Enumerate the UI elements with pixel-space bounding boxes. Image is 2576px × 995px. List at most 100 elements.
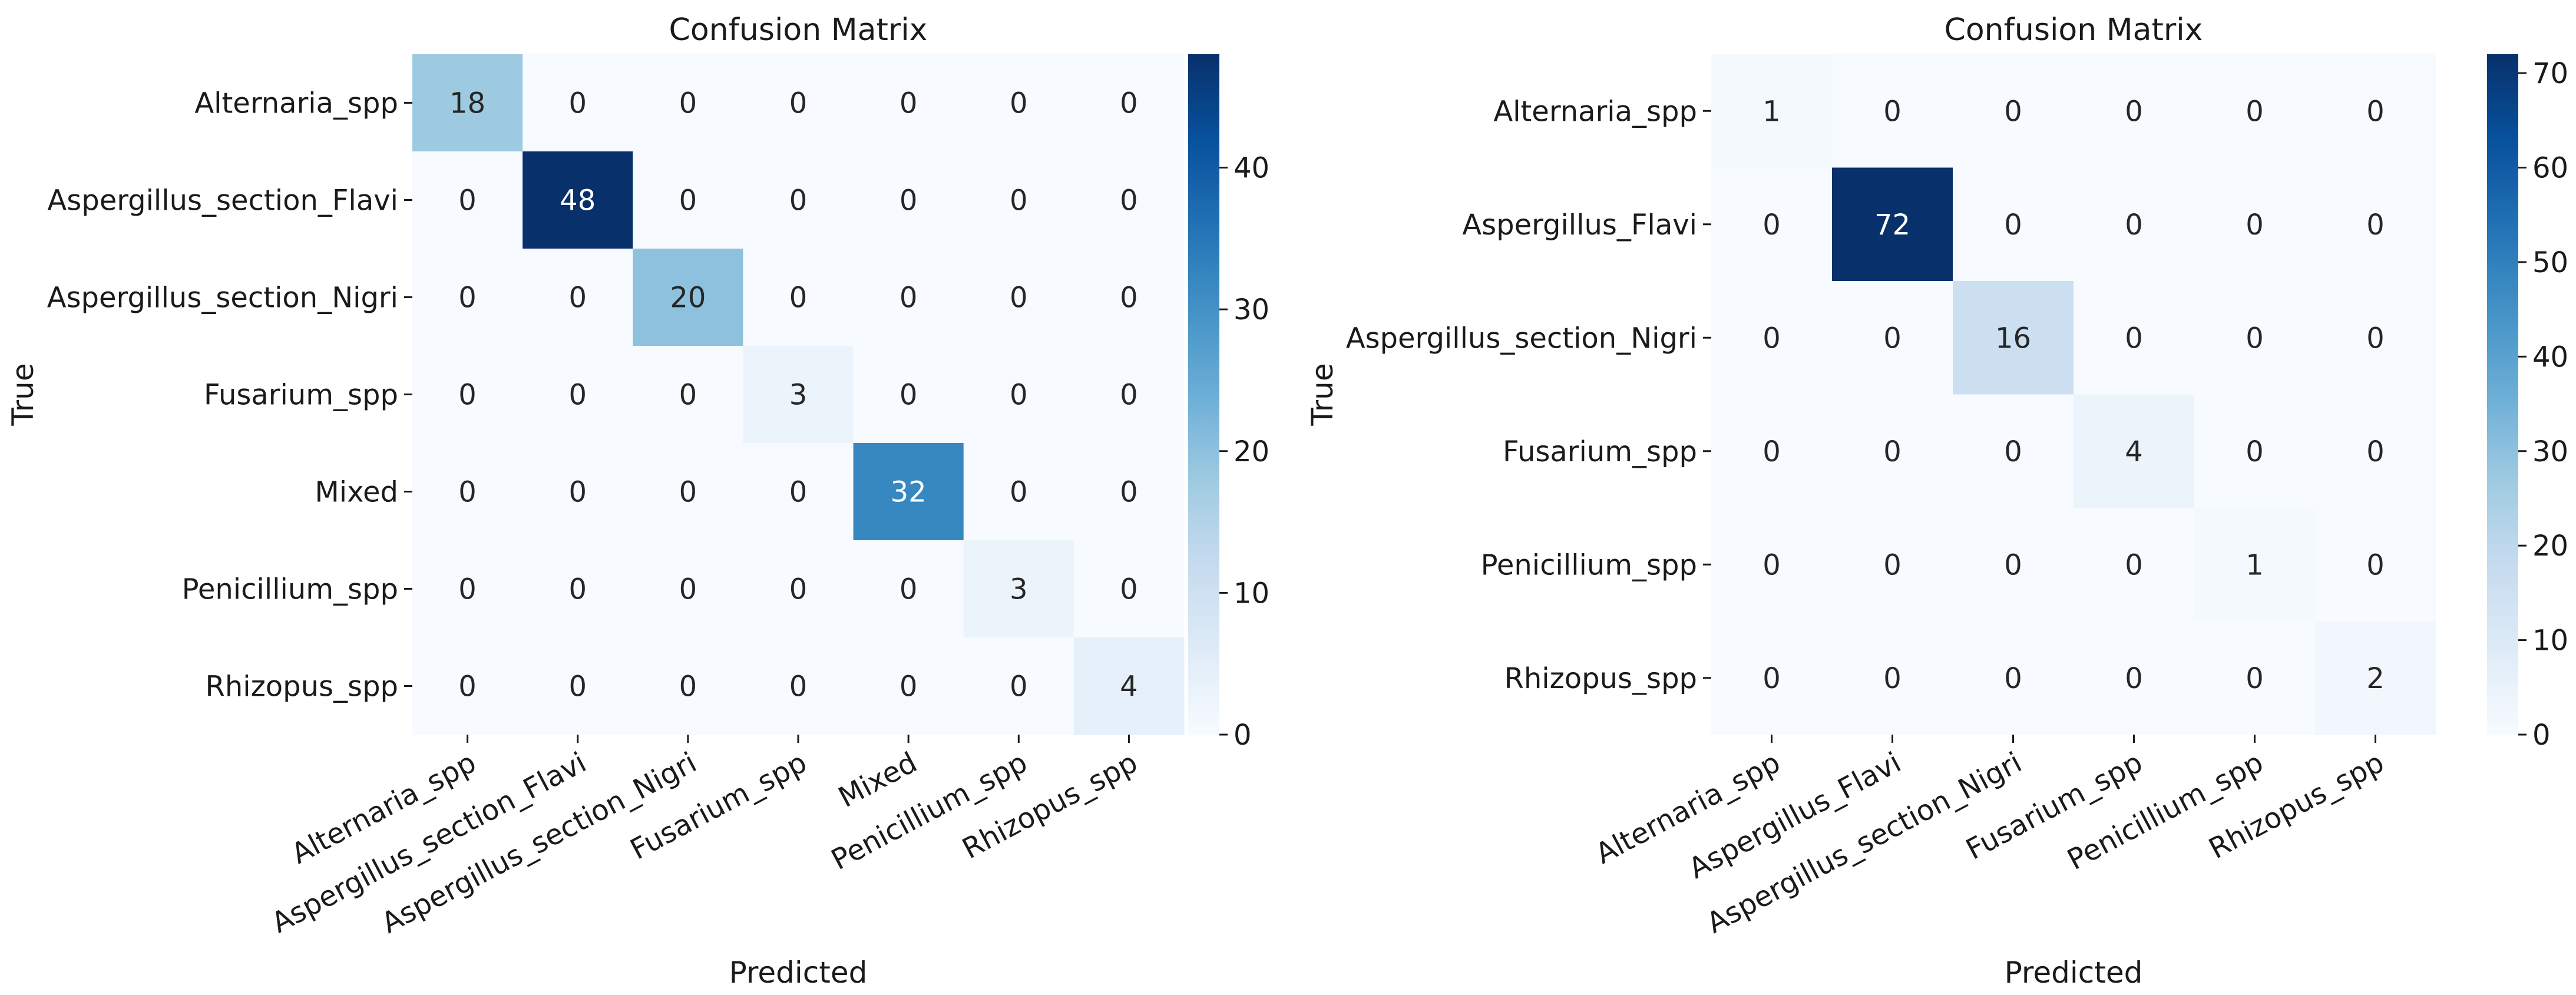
- cell-value-label: 0: [2366, 95, 2385, 128]
- cell-value-label: 0: [2004, 435, 2022, 468]
- colorbar-tick-label: 10: [1234, 577, 1269, 610]
- colorbar-tick-label: 60: [2532, 152, 2568, 185]
- heatmap-cell: [1832, 394, 1953, 508]
- cell-value-label: 0: [679, 670, 697, 703]
- cell-value-label: 0: [1010, 670, 1028, 703]
- cell-value-label: 0: [2246, 209, 2264, 242]
- heatmap-cell: [963, 151, 1074, 249]
- heatmap-cell: [633, 637, 743, 735]
- heatmap-cell: [963, 54, 1074, 152]
- heatmap-cell: [633, 54, 743, 152]
- y-axis-label: True: [1305, 363, 1340, 426]
- colorbar-tick-label: 10: [2532, 624, 2568, 657]
- y-tick-label: Fusarium_spp: [1503, 435, 1697, 468]
- cell-value-label: 1: [1762, 95, 1781, 128]
- cell-value-label: 48: [560, 184, 596, 217]
- chart-title: Confusion Matrix: [669, 12, 928, 48]
- cell-value-label: 0: [679, 573, 697, 606]
- colorbar: [1188, 54, 1219, 735]
- heatmap-cell: [2074, 167, 2195, 282]
- cell-value-label: 0: [2246, 95, 2264, 128]
- chart-title: Confusion Matrix: [1945, 12, 2203, 48]
- y-tick-label: Alternaria_spp: [194, 87, 398, 120]
- cell-value-label: 0: [458, 573, 477, 606]
- cell-value-label: 0: [789, 87, 808, 120]
- y-tick-label: Mixed: [315, 476, 398, 509]
- cell-value-label: 0: [900, 87, 918, 120]
- cell-value-label: 0: [1120, 573, 1138, 606]
- cell-value-label: 0: [2004, 662, 2022, 695]
- cell-value-label: 0: [900, 670, 918, 703]
- heatmap-cell: [2074, 621, 2195, 735]
- cell-value-label: 0: [1120, 476, 1138, 509]
- heatmap-cell: [1711, 621, 1833, 735]
- cell-value-label: 0: [1883, 662, 1902, 695]
- heatmap-cell: [1073, 249, 1185, 346]
- heatmap-cell: [2074, 394, 2195, 508]
- cell-value-label: 0: [1120, 379, 1138, 412]
- y-axis-label: True: [6, 363, 40, 426]
- heatmap-cell: [523, 54, 633, 152]
- cell-value-label: 0: [789, 476, 808, 509]
- cell-value-label: 0: [2125, 95, 2143, 128]
- heatmap-cell: [633, 346, 743, 444]
- heatmap-cell: [412, 249, 523, 346]
- colorbar-tick-label: 40: [2532, 341, 2568, 373]
- cell-value-label: 16: [1995, 322, 2031, 355]
- cell-value-label: 0: [1762, 548, 1781, 581]
- cell-value-label: 0: [1883, 322, 1902, 355]
- heatmap-cell: [963, 249, 1074, 346]
- cell-value-label: 20: [670, 282, 706, 315]
- cell-value-label: 3: [1010, 573, 1028, 606]
- heatmap-cell: [2194, 281, 2316, 395]
- colorbar-tick-label: 0: [2532, 719, 2551, 752]
- heatmap-cell: [743, 151, 854, 249]
- cell-value-label: 0: [1120, 87, 1138, 120]
- heatmap-cell: [2074, 54, 2195, 168]
- heatmap-cell: [633, 249, 743, 346]
- heatmap-cell: [412, 151, 523, 249]
- heatmap-cell: [1832, 508, 1953, 622]
- cell-value-label: 0: [458, 282, 477, 315]
- heatmap-cell: [853, 346, 964, 444]
- cell-value-label: 3: [789, 379, 808, 412]
- cell-value-label: 0: [900, 184, 918, 217]
- cell-value-label: 0: [568, 476, 587, 509]
- heatmap-cell: [523, 443, 633, 541]
- cell-value-label: 0: [900, 573, 918, 606]
- cell-value-label: 0: [2366, 435, 2385, 468]
- heatmap-cell: [743, 443, 854, 541]
- colorbar-tick-label: 0: [1234, 719, 1252, 752]
- heatmap-cell: [1073, 54, 1185, 152]
- heatmap-cell: [1711, 167, 1833, 282]
- colorbar-tick-label: 50: [2532, 246, 2568, 279]
- cell-value-label: 0: [458, 670, 477, 703]
- heatmap-cell: [963, 540, 1074, 638]
- heatmap-cell: [412, 346, 523, 444]
- colorbar-tick-label: 40: [1234, 152, 1269, 185]
- cell-value-label: 0: [2366, 209, 2385, 242]
- heatmap-cell: [1832, 621, 1953, 735]
- cell-value-label: 0: [900, 282, 918, 315]
- heatmap-cell: [1953, 54, 2074, 168]
- cell-value-label: 0: [2366, 548, 2385, 581]
- cell-value-label: 18: [449, 87, 485, 120]
- colorbar-tick-label: 30: [1234, 293, 1269, 326]
- heatmap-cell: [743, 540, 854, 638]
- heatmap-cell: [1953, 394, 2074, 508]
- heatmap-cell: [2194, 54, 2316, 168]
- cell-value-label: 0: [789, 184, 808, 217]
- y-tick-label: Aspergillus_section_Nigri: [1346, 322, 1697, 355]
- heatmap-cell: [2315, 54, 2436, 168]
- cell-value-label: 0: [1010, 184, 1028, 217]
- cell-value-label: 0: [2125, 662, 2143, 695]
- cell-value-label: 0: [568, 282, 587, 315]
- cell-value-label: 0: [1120, 184, 1138, 217]
- cell-value-label: 0: [789, 670, 808, 703]
- heatmap-cell: [1711, 54, 1833, 168]
- y-tick-label: Penicillium_spp: [1481, 548, 1697, 581]
- cell-value-label: 0: [2004, 548, 2022, 581]
- colorbar-tick-label: 20: [1234, 435, 1269, 468]
